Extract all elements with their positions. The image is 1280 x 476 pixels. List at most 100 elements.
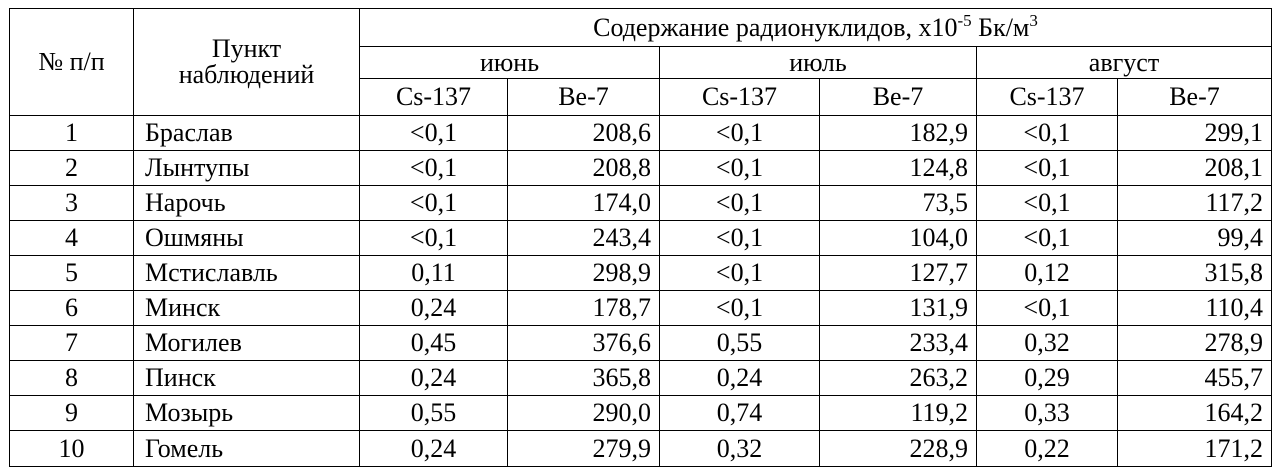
table-header: № п/п Пункт наблюдений Содержание радион… (9, 8, 1272, 116)
cell-value: 131,9 (819, 290, 977, 326)
cell-value: 73,5 (819, 185, 977, 221)
cell-value: 208,8 (507, 150, 660, 186)
cell-value: <0,1 (976, 185, 1118, 221)
cell-value: 119,2 (819, 395, 977, 431)
cell-value: 0,32 (659, 430, 820, 467)
row-point: Гомель (133, 430, 360, 467)
table-row: 5 Мстиславль 0,11 298,9 <0,1 127,7 0,12 … (9, 255, 1272, 291)
cell-value: <0,1 (976, 150, 1118, 186)
cell-value: 298,9 (507, 255, 660, 291)
content-title-unit-exponent: 3 (1029, 10, 1038, 30)
cell-value: 182,9 (819, 115, 977, 151)
row-number: 9 (9, 395, 134, 431)
isotope-header: Cs-137 (976, 78, 1118, 116)
row-point: Могилев (133, 325, 360, 361)
point-header-line2: наблюдений (178, 60, 315, 89)
cell-value: 279,9 (507, 430, 660, 467)
table-row: 2 Лынтупы <0,1 208,8 <0,1 124,8 <0,1 208… (9, 150, 1272, 186)
cell-value: <0,1 (659, 150, 820, 186)
cell-value: 455,7 (1117, 360, 1272, 396)
cell-value: 0,29 (976, 360, 1118, 396)
number-header: № п/п (9, 8, 134, 116)
table-row: 10 Гомель 0,24 279,9 0,32 228,9 0,22 171… (9, 430, 1272, 467)
cell-value: 0,24 (359, 290, 508, 326)
table-row: 3 Нарочь <0,1 174,0 <0,1 73,5 <0,1 117,2 (9, 185, 1272, 221)
cell-value: 263,2 (819, 360, 977, 396)
radionuclide-table: № п/п Пункт наблюдений Содержание радион… (9, 8, 1272, 467)
cell-value: 104,0 (819, 220, 977, 256)
cell-value: <0,1 (659, 115, 820, 151)
cell-value: <0,1 (659, 290, 820, 326)
cell-value: <0,1 (359, 115, 508, 151)
table-row: 9 Мозырь 0,55 290,0 0,74 119,2 0,33 164,… (9, 395, 1272, 431)
row-number: 5 (9, 255, 134, 291)
content-title: Содержание радионуклидов, х10-5 Бк/м3 (359, 8, 1272, 47)
table-row: 4 Ошмяны <0,1 243,4 <0,1 104,0 <0,1 99,4 (9, 220, 1272, 256)
cell-value: 174,0 (507, 185, 660, 221)
cell-value: 0,24 (359, 360, 508, 396)
cell-value: 299,1 (1117, 115, 1272, 151)
cell-value: <0,1 (976, 115, 1118, 151)
cell-value: 0,24 (659, 360, 820, 396)
table-row: 7 Могилев 0,45 376,6 0,55 233,4 0,32 278… (9, 325, 1272, 361)
cell-value: 376,6 (507, 325, 660, 361)
cell-value: <0,1 (659, 255, 820, 291)
cell-value: 110,4 (1117, 290, 1272, 326)
row-point: Пинск (133, 360, 360, 396)
cell-value: <0,1 (659, 185, 820, 221)
cell-value: 208,1 (1117, 150, 1272, 186)
cell-value: 365,8 (507, 360, 660, 396)
row-number: 3 (9, 185, 134, 221)
isotope-header: Cs-137 (359, 78, 508, 116)
cell-value: 228,9 (819, 430, 977, 467)
row-number: 4 (9, 220, 134, 256)
row-point: Браслав (133, 115, 360, 151)
content-title-exponent: -5 (957, 10, 972, 30)
cell-value: 0,12 (976, 255, 1118, 291)
isotope-header: Be-7 (1117, 78, 1272, 116)
cell-value: 0,22 (976, 430, 1118, 467)
row-number: 2 (9, 150, 134, 186)
cell-value: 99,4 (1117, 220, 1272, 256)
cell-value: 290,0 (507, 395, 660, 431)
content-title-unit: Бк/м (971, 12, 1030, 42)
cell-value: 0,11 (359, 255, 508, 291)
cell-value: <0,1 (359, 150, 508, 186)
cell-value: 0,74 (659, 395, 820, 431)
isotope-header: Cs-137 (659, 78, 820, 116)
row-number: 10 (9, 430, 134, 467)
table-row: 6 Минск 0,24 178,7 <0,1 131,9 <0,1 110,4 (9, 290, 1272, 326)
row-point: Нарочь (133, 185, 360, 221)
cell-value: 233,4 (819, 325, 977, 361)
row-point: Лынтупы (133, 150, 360, 186)
cell-value: 0,55 (359, 395, 508, 431)
cell-value: <0,1 (976, 220, 1118, 256)
point-header: Пункт наблюдений (133, 8, 360, 116)
point-header-line1: Пункт (211, 34, 282, 63)
row-point: Минск (133, 290, 360, 326)
month-header-july: июль (659, 46, 977, 79)
cell-value: 315,8 (1117, 255, 1272, 291)
cell-value: <0,1 (659, 220, 820, 256)
cell-value: 127,7 (819, 255, 977, 291)
cell-value: 164,2 (1117, 395, 1272, 431)
row-number: 8 (9, 360, 134, 396)
cell-value: 178,7 (507, 290, 660, 326)
row-point: Мстиславль (133, 255, 360, 291)
cell-value: <0,1 (359, 185, 508, 221)
cell-value: 0,24 (359, 430, 508, 467)
row-number: 6 (9, 290, 134, 326)
table-row: 1 Браслав <0,1 208,6 <0,1 182,9 <0,1 299… (9, 115, 1272, 151)
isotope-header: Be-7 (507, 78, 660, 116)
row-number: 7 (9, 325, 134, 361)
cell-value: <0,1 (359, 220, 508, 256)
table-body: 1 Браслав <0,1 208,6 <0,1 182,9 <0,1 299… (9, 115, 1272, 467)
cell-value: 117,2 (1117, 185, 1272, 221)
content-title-prefix: Содержание радионуклидов, х10 (593, 12, 958, 42)
month-header-june: июнь (359, 46, 660, 79)
cell-value: 0,32 (976, 325, 1118, 361)
row-point: Ошмяны (133, 220, 360, 256)
cell-value: 0,45 (359, 325, 508, 361)
cell-value: 124,8 (819, 150, 977, 186)
cell-value: 171,2 (1117, 430, 1272, 467)
